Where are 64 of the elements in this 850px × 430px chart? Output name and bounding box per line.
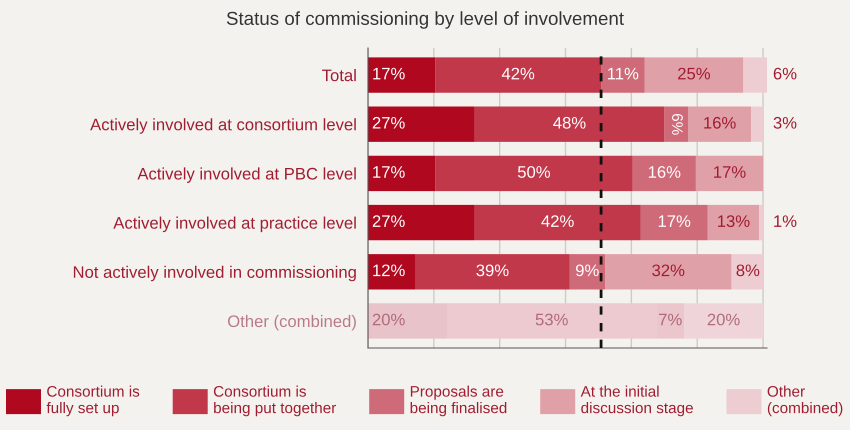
legend-label: At the initial discussion stage	[580, 386, 693, 416]
bar	[368, 204, 475, 240]
data-label: 12%	[373, 264, 405, 276]
bar	[368, 106, 475, 142]
y-tick-label: Actively involved at consortium level	[90, 118, 356, 134]
bar	[640, 204, 708, 240]
data-label: 3%	[774, 116, 796, 129]
bar	[731, 254, 764, 290]
data-label: 42%	[502, 68, 534, 80]
data-label: 27%	[372, 215, 405, 227]
legend-label: Other (combined)	[768, 386, 842, 416]
bar	[435, 156, 633, 192]
data-label: 17%	[373, 166, 405, 178]
data-label: 50%	[518, 166, 550, 178]
data-label: 9%	[576, 264, 599, 276]
bar	[684, 303, 764, 339]
bar	[368, 156, 436, 192]
data-label: 17%	[373, 68, 405, 80]
data-label: 6%	[774, 68, 796, 80]
bar	[708, 204, 760, 240]
bar	[435, 57, 602, 93]
bar	[632, 156, 696, 192]
bar	[696, 156, 764, 192]
bar	[601, 57, 645, 93]
bar	[415, 254, 570, 290]
chart-title: Status of commissioning by level of involvement	[226, 11, 624, 29]
y-tick-label: Not actively involved in commissioning	[74, 266, 356, 282]
data-label: 53%	[536, 314, 568, 326]
bar	[474, 204, 641, 240]
data-label: 20%	[708, 314, 740, 326]
legend-label: Consortium is being put together	[214, 386, 336, 416]
data-label: 39%	[476, 264, 509, 276]
bar	[474, 106, 664, 142]
bar	[743, 57, 767, 93]
bar	[368, 57, 436, 93]
data-label: 16%	[704, 116, 736, 129]
y-tick-label: Other (combined)	[228, 314, 356, 330]
data-label: 48%	[553, 116, 586, 129]
data-label: 42%	[541, 215, 574, 227]
legend-label: Proposals are being finalised	[410, 386, 506, 416]
bar	[759, 204, 764, 240]
data-label: 6%	[672, 114, 683, 135]
bar	[605, 254, 732, 290]
data-label: 13%	[718, 215, 750, 228]
data-label: 8%	[736, 264, 760, 276]
data-label: 7%	[659, 314, 682, 326]
bar	[368, 254, 416, 290]
bar	[751, 106, 764, 142]
data-label: 25%	[678, 68, 710, 80]
data-label: 17%	[658, 215, 690, 227]
bar	[688, 106, 752, 142]
data-label: 1%	[774, 215, 796, 227]
y-tick-label: Actively involved at practice level	[113, 216, 356, 232]
data-label: 20%	[372, 314, 405, 326]
data-label: 11%	[608, 68, 638, 80]
y-tick-label: Actively involved at PBC level	[137, 167, 356, 183]
legend-label: Consortium is fully set up	[46, 386, 140, 416]
bar	[664, 106, 688, 142]
data-label: 32%	[652, 264, 684, 276]
bar	[644, 57, 744, 93]
data-label: 17%	[714, 166, 746, 178]
y-tick-label: Total	[322, 69, 356, 82]
data-label: 27%	[372, 116, 405, 129]
data-label: 16%	[648, 166, 680, 178]
